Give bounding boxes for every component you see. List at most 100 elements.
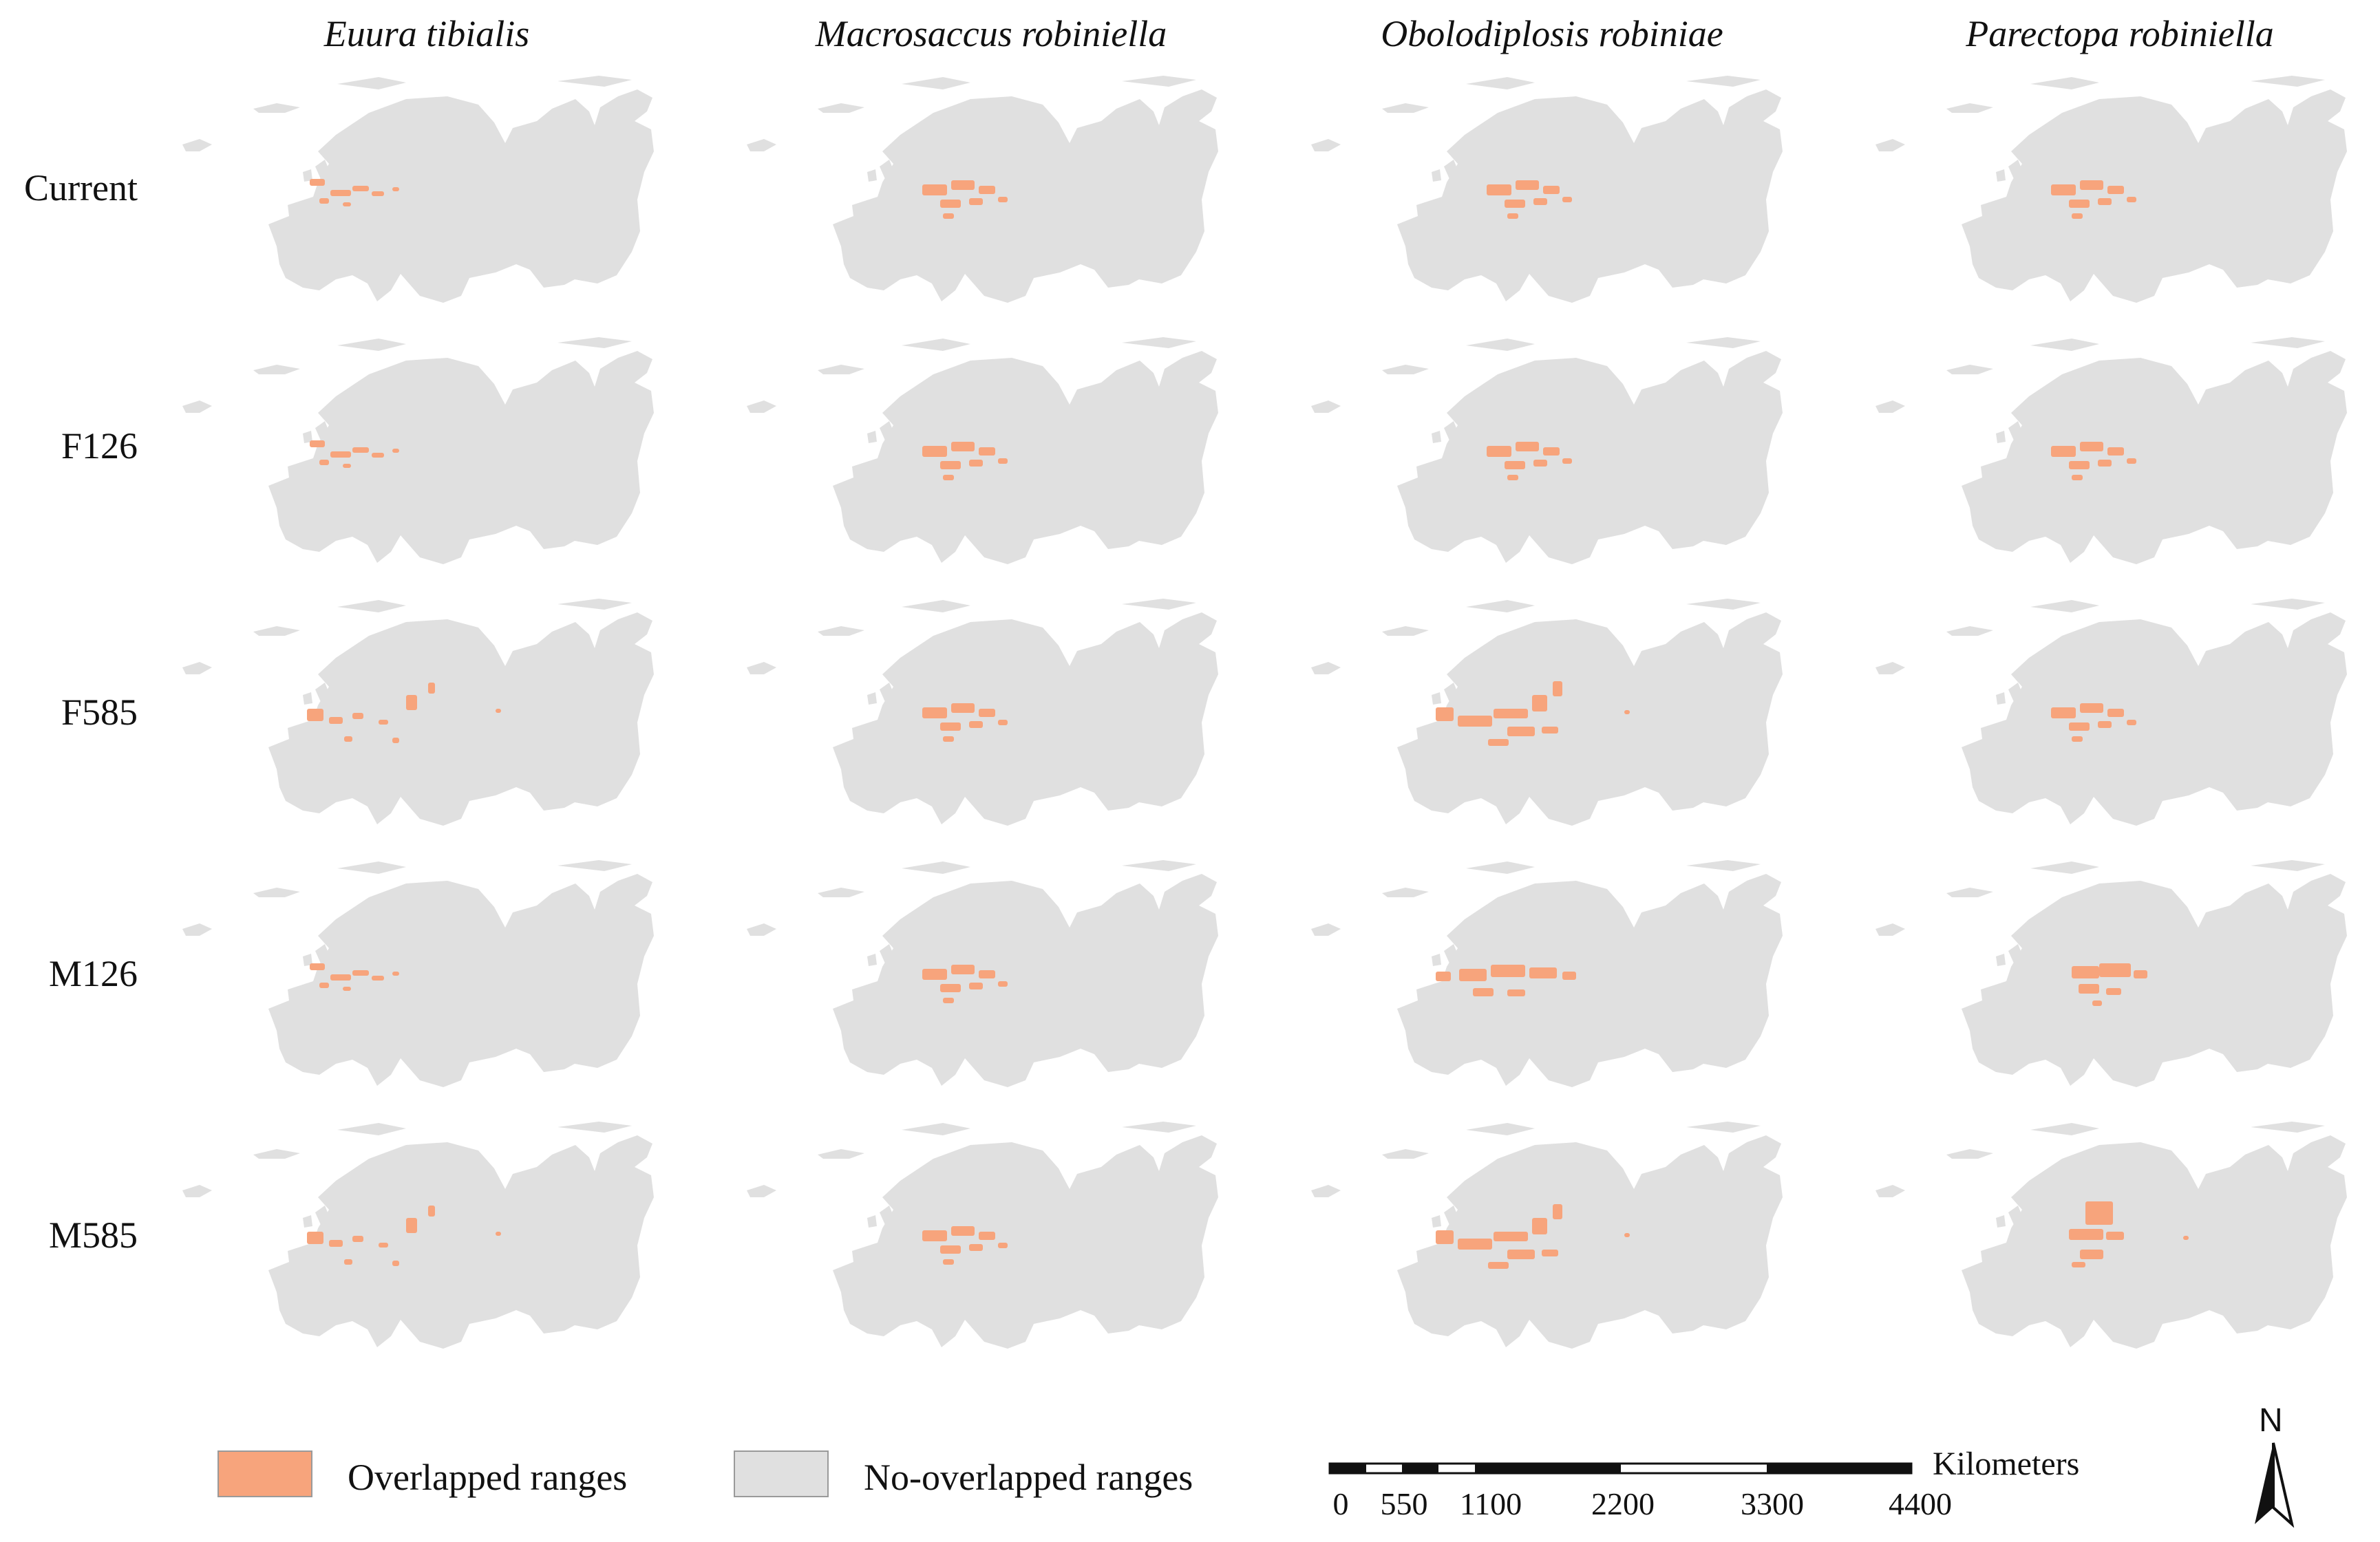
overlap-patch-0: [310, 179, 325, 186]
overlap-patch-1: [330, 974, 351, 981]
landmass: [1397, 351, 1783, 564]
landmass: [833, 351, 1218, 564]
island-1: [253, 626, 300, 636]
overlap-patch-5: [2072, 213, 2083, 219]
overlap-patch-4: [2106, 988, 2121, 995]
island-1: [1946, 365, 1993, 374]
overlap-patch-5: [943, 475, 954, 480]
island-5: [1996, 431, 2006, 443]
overlap-patch-3: [372, 453, 384, 458]
overlap-patch-3: [372, 191, 384, 196]
island-3: [557, 860, 632, 871]
overlap-patch-2: [979, 970, 995, 978]
island-1: [818, 103, 864, 113]
island-0: [1876, 923, 1905, 936]
europe-map: [1311, 1122, 1783, 1349]
landmass: [1397, 612, 1783, 826]
overlap-patch-2: [979, 186, 995, 194]
europe-map: [1876, 1122, 2347, 1349]
overlap-patch-4: [2098, 198, 2112, 205]
island-3: [1122, 1122, 1196, 1133]
overlap-patch-5: [428, 1206, 435, 1217]
overlap-patch-4: [406, 695, 417, 710]
map-euura-tibialis-current: [172, 69, 668, 323]
island-5: [867, 692, 877, 705]
island-1: [1382, 365, 1429, 374]
overlap-patch-2: [2107, 709, 2124, 717]
landmass: [1397, 1135, 1783, 1349]
overlap-patch-0: [1436, 972, 1451, 981]
overlap-patch-1: [2069, 1229, 2103, 1240]
overlap-patch-6: [2127, 720, 2136, 725]
island-2: [902, 861, 970, 874]
island-0: [1311, 923, 1341, 936]
island-3: [1122, 599, 1196, 610]
island-4: [880, 683, 895, 702]
overlap-patch-6: [998, 720, 1008, 725]
overlap-patch-6: [1562, 458, 1572, 464]
island-2: [337, 1123, 406, 1135]
overlap-patch-1: [2080, 180, 2103, 190]
overlap-patch-5: [943, 998, 954, 1003]
overlap-patch-3: [2080, 1250, 2103, 1259]
island-5: [867, 954, 877, 966]
island-2: [1466, 600, 1535, 612]
island-2: [1466, 77, 1535, 89]
island-0: [747, 923, 776, 936]
overlap-patch-6: [343, 987, 351, 991]
landmass: [268, 874, 654, 1087]
island-4: [1444, 421, 1459, 440]
landmass: [1962, 874, 2347, 1087]
overlap-patch-2: [2107, 447, 2124, 456]
overlap-patch-4: [319, 983, 329, 988]
row-label-m585: M585: [48, 1214, 138, 1256]
island-4: [1444, 683, 1459, 702]
overlap-patch-4: [969, 198, 983, 205]
overlap-patch-3: [940, 722, 961, 731]
overlap-patch-4: [969, 1244, 983, 1251]
overlap-patch-0: [922, 1230, 947, 1241]
overlap-patch-4: [406, 1218, 417, 1233]
island-0: [1876, 139, 1905, 151]
europe-map: [182, 599, 654, 826]
island-0: [747, 662, 776, 674]
europe-map: [1311, 599, 1783, 826]
map-macrosaccus-robiniella-f126: [736, 330, 1232, 585]
overlap-patch-3: [1505, 200, 1525, 208]
overlap-patch-2: [979, 447, 995, 456]
overlap-patch-1: [329, 1240, 343, 1247]
overlap-patch-3: [379, 1243, 388, 1247]
overlap-patch-8: [1624, 710, 1630, 714]
column-title-macrosaccus-robiniella: Macrosaccus robiniella: [815, 13, 1167, 54]
scale-tick-550: 550: [1380, 1486, 1428, 1521]
island-0: [747, 400, 776, 413]
scale-tick-3300: 3300: [1741, 1486, 1804, 1521]
overlap-patch-0: [1436, 707, 1454, 721]
overlap-patch-1: [951, 180, 975, 190]
island-0: [182, 662, 212, 674]
island-2: [2030, 339, 2099, 351]
overlap-patch-3: [2069, 722, 2090, 731]
island-2: [1466, 339, 1535, 351]
landmass: [833, 1135, 1218, 1349]
map-parectopa-robiniella-m126: [1865, 853, 2361, 1108]
overlap-patch-1: [1458, 1239, 1492, 1250]
overlap-patch-4: [969, 983, 983, 989]
overlap-patch-2: [1543, 186, 1560, 194]
overlap-patch-4: [1553, 681, 1562, 696]
landmass: [1962, 612, 2347, 826]
scale-bar: [1328, 1462, 1913, 1475]
island-2: [1466, 1123, 1535, 1135]
europe-map: [1876, 599, 2347, 826]
landmass: [1962, 1135, 2347, 1349]
overlap-patch-5: [2072, 736, 2083, 742]
overlap-patch-1: [951, 703, 975, 713]
overlap-patch-4: [319, 198, 329, 204]
map-parectopa-robiniella-f126: [1865, 330, 2361, 585]
island-1: [818, 626, 864, 636]
overlap-patch-5: [943, 213, 954, 219]
island-0: [182, 400, 212, 413]
overlap-patch-3: [940, 200, 961, 208]
landmass: [833, 89, 1218, 303]
island-3: [2251, 76, 2325, 87]
